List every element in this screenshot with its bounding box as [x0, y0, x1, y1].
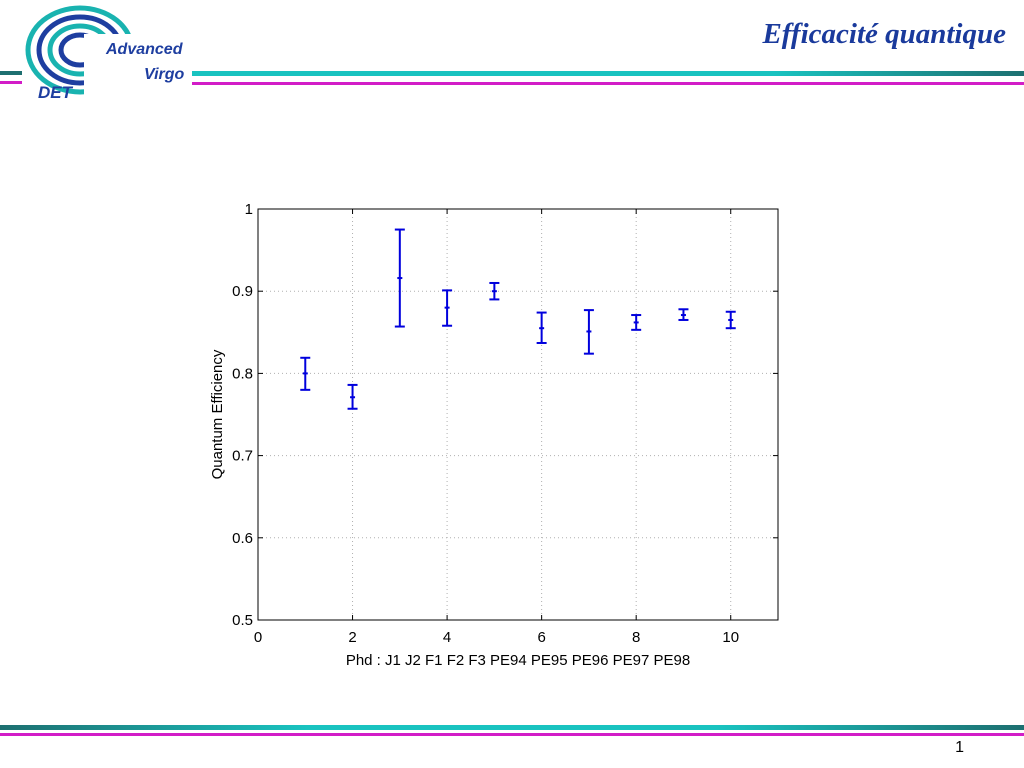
data-point [300, 356, 311, 391]
y-tick-label: 0.5 [232, 612, 253, 629]
chart-ticks: 0 2 4 6 8 10 0.5 0.6 0.7 0.8 0.9 1 [232, 201, 778, 646]
data-point [489, 281, 500, 301]
chart-grid [258, 209, 778, 620]
logo-text-advanced: Advanced [106, 41, 183, 58]
header-bar-teal-dark-left [0, 71, 22, 75]
data-point [347, 383, 358, 410]
logo-text-det: DET [38, 83, 72, 102]
y-tick-label: 0.9 [232, 283, 253, 300]
y-tick-label: 0.8 [232, 365, 253, 382]
x-tick-label: 0 [254, 629, 262, 646]
data-point [583, 309, 594, 355]
footer-bar-magenta [0, 733, 1024, 736]
data-point [536, 311, 547, 344]
x-tick-label: 2 [348, 629, 356, 646]
advanced-virgo-logo [18, 4, 198, 104]
page-number: 1 [955, 739, 964, 756]
y-tick-label: 0.6 [232, 530, 253, 547]
data-point [678, 308, 689, 321]
data-point [631, 314, 642, 331]
header-bar-magenta-left [0, 81, 22, 84]
header-bar-magenta [192, 82, 1024, 85]
data-point [442, 289, 453, 327]
x-axis-label: Phd : J1 J2 F1 F2 F3 PE94 PE95 PE96 PE97… [346, 652, 690, 669]
chart-points [300, 228, 736, 410]
data-point [725, 310, 736, 330]
x-tick-label: 10 [722, 629, 739, 646]
data-point [394, 228, 405, 328]
y-tick-label: 1 [245, 201, 253, 218]
y-axis-label: Quantum Efficiency [209, 349, 226, 479]
header-bar-teal [192, 71, 1024, 76]
x-tick-label: 8 [632, 629, 640, 646]
footer-bar-teal [0, 725, 1024, 730]
logo-text-virgo: Virgo [144, 66, 185, 83]
plot-frame [257, 208, 779, 621]
x-tick-label: 4 [443, 629, 451, 646]
logo-rings-icon [25, 5, 198, 96]
page-title: Efficacité quantique [762, 18, 1006, 50]
y-tick-label: 0.7 [232, 448, 253, 465]
x-tick-label: 6 [537, 629, 545, 646]
